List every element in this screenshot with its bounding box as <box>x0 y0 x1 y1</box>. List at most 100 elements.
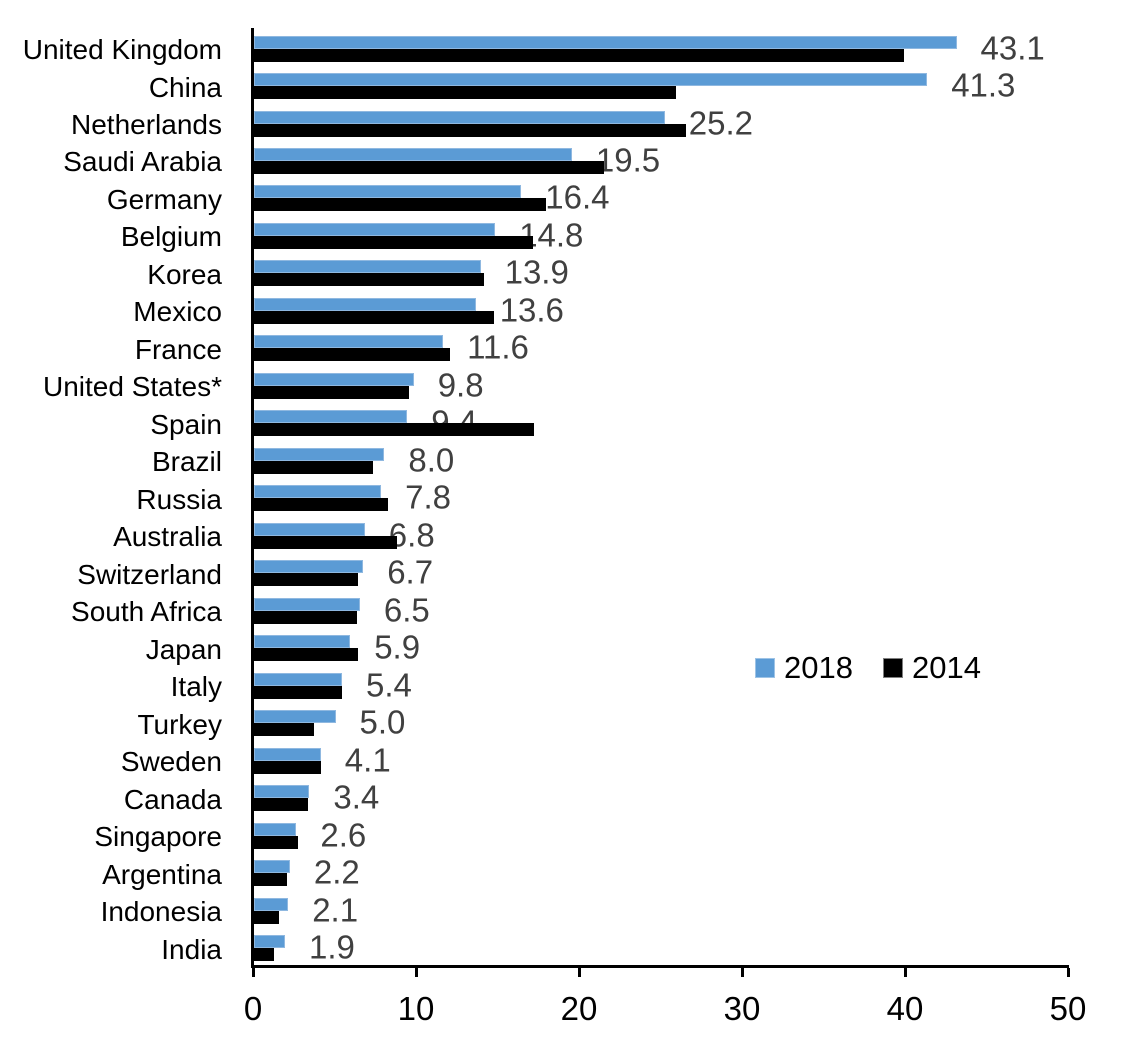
bar-2018 <box>254 560 364 574</box>
bar-2014 <box>254 948 274 961</box>
bar-2018 <box>254 335 444 349</box>
legend-entry-2014: 2014 <box>882 650 981 685</box>
data-label: 8.0 <box>408 441 455 479</box>
x-axis-tick <box>577 968 581 977</box>
legend-entry-2018: 2018 <box>755 651 853 685</box>
bar-2014 <box>254 685 342 699</box>
category-label: United States* <box>43 371 222 403</box>
bar-2014 <box>254 910 279 924</box>
category-label: Sweden <box>120 746 222 778</box>
bar-2014 <box>254 723 315 737</box>
bar-2014 <box>254 385 409 399</box>
category-label: Japan <box>145 633 222 665</box>
x-axis-tick-label: 20 <box>560 990 598 1027</box>
bar-2014 <box>254 273 484 287</box>
bar-2018 <box>254 260 481 274</box>
bar-2014 <box>254 310 494 324</box>
bar-2018 <box>254 297 476 311</box>
data-label: 5.0 <box>359 703 406 741</box>
bar-2018 <box>254 635 351 649</box>
data-label: 5.4 <box>366 666 412 704</box>
bar-2018 <box>254 185 522 199</box>
data-label: 13.6 <box>499 291 564 329</box>
category-label: Italy <box>170 671 222 703</box>
x-axis-tick <box>1066 968 1070 977</box>
bar-2014 <box>254 873 287 887</box>
legend-swatch-2018 <box>755 658 775 678</box>
x-axis-tick <box>251 968 255 977</box>
bar-2014 <box>254 160 605 174</box>
category-label: China <box>148 71 222 103</box>
data-label: 3.4 <box>333 778 380 816</box>
bar-2018 <box>254 747 321 761</box>
bar-2018 <box>254 710 336 724</box>
data-label: 9.8 <box>437 366 484 404</box>
bar-2014 <box>254 798 308 812</box>
data-label: 2.2 <box>313 853 360 891</box>
bar-2018 <box>254 860 290 874</box>
category-label: Indonesia <box>100 896 222 927</box>
x-axis-tick-label: 0 <box>243 990 263 1027</box>
bar-2014 <box>254 198 546 212</box>
category-label: United Kingdom <box>22 34 222 65</box>
y-axis-line <box>251 28 254 968</box>
category-label: Singapore <box>94 821 222 853</box>
bar-2018 <box>254 35 957 49</box>
legend: 2018 2014 <box>755 651 981 685</box>
bar-2018 <box>254 597 360 611</box>
data-label: 2.6 <box>320 816 367 854</box>
bar-2018 <box>254 110 665 124</box>
bar-2018 <box>254 372 414 386</box>
data-label: 13.9 <box>504 253 569 291</box>
category-label: India <box>161 933 222 965</box>
bar-2014 <box>254 760 321 774</box>
data-label: 6.5 <box>383 591 430 629</box>
x-axis-tick-label: 50 <box>1049 990 1087 1027</box>
category-label: Korea <box>147 258 222 290</box>
bar-2014 <box>254 86 677 99</box>
category-label: Germany <box>106 183 222 215</box>
category-label: Spain <box>150 408 222 440</box>
bar-2014 <box>254 348 450 362</box>
category-label: Canada <box>123 783 222 815</box>
bar-2018 <box>254 822 297 836</box>
data-label: 43.1 <box>980 29 1045 66</box>
bar-2018 <box>254 897 289 911</box>
bar-2014 <box>254 498 388 512</box>
category-label: Mexico <box>133 296 222 328</box>
bar-2014 <box>254 235 533 249</box>
bar-2014 <box>254 573 359 587</box>
x-axis-tick <box>903 968 907 977</box>
data-label: 25.2 <box>688 104 754 141</box>
bar-2018 <box>254 672 342 686</box>
bar-2014 <box>254 48 905 62</box>
legend-label-2014: 2014 <box>911 650 981 685</box>
data-label: 1.9 <box>309 928 355 966</box>
data-label: 7.8 <box>405 478 451 516</box>
bar-2018 <box>254 935 285 948</box>
bar-2018 <box>254 222 496 236</box>
x-axis-tick-label: 40 <box>886 990 924 1027</box>
category-label: Turkey <box>137 708 222 740</box>
bar-2018 <box>254 522 365 536</box>
bar-2014 <box>254 423 535 437</box>
category-label: South Africa <box>71 596 222 628</box>
bar-2014 <box>254 535 398 549</box>
data-label: 11.6 <box>467 328 529 366</box>
bar-2018 <box>254 147 572 161</box>
x-axis-tick <box>740 968 744 977</box>
x-axis-tick <box>414 968 418 977</box>
legend-swatch-2014 <box>882 658 903 678</box>
x-axis-line <box>251 965 1069 968</box>
bar-2018 <box>254 73 928 86</box>
category-label: Australia <box>113 521 222 553</box>
bar-2014 <box>254 123 686 137</box>
legend-label-2018: 2018 <box>784 650 853 685</box>
data-label: 6.7 <box>387 553 434 591</box>
x-axis-tick-label: 10 <box>397 990 435 1027</box>
bar-2018 <box>254 485 382 499</box>
data-label: 4.1 <box>344 741 391 779</box>
category-label: Saudi Arabia <box>63 146 222 178</box>
bar-2018 <box>254 785 310 799</box>
